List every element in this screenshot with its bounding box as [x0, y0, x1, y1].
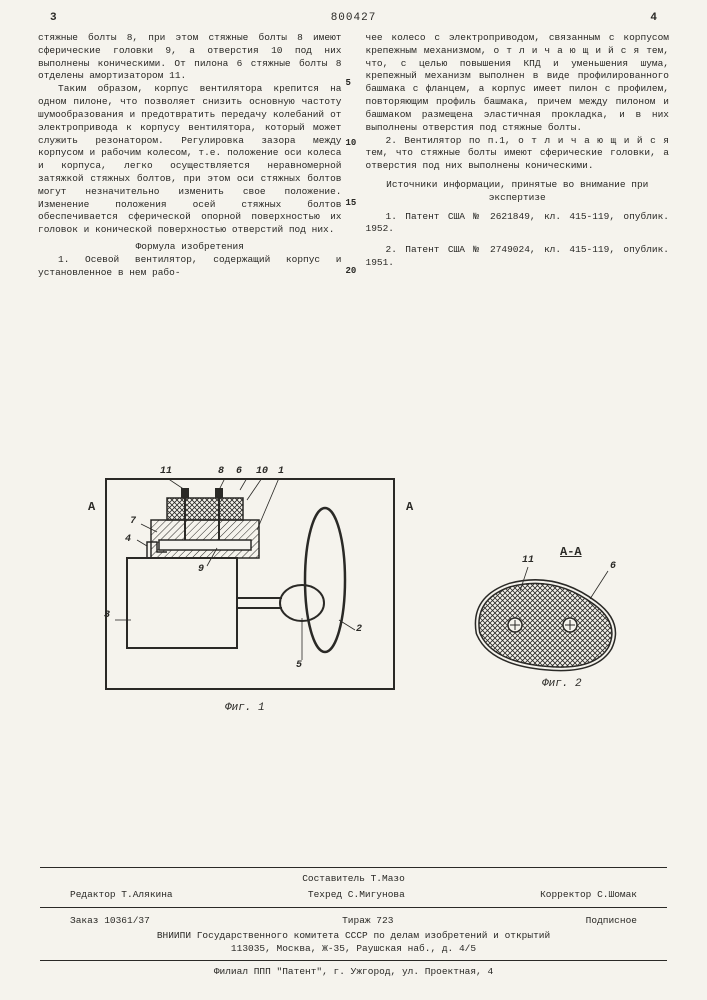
callout-fig2-11: 11 — [522, 555, 534, 566]
callout-6: 6 — [236, 466, 242, 477]
footer-block: Составитель Т.Мазо Редактор Т.Алякина Те… — [40, 863, 667, 978]
figure-1-svg — [107, 480, 397, 692]
col1-para1: стяжные болты 8, при этом стяжные болты … — [38, 32, 342, 83]
column-left: стяжные болты 8, при этом стяжные болты … — [38, 32, 342, 279]
callout-10: 10 — [256, 466, 268, 477]
formula-title: Формула изобретения — [38, 241, 342, 254]
footer-subscribe: Подписное — [586, 914, 637, 927]
callout-7: 7 — [130, 516, 136, 527]
footer-order: Заказ 10361/37 — [70, 914, 150, 927]
reference-2: 2. Патент США № 2749024, кл. 415-119, оп… — [366, 244, 670, 270]
callout-9: 9 — [198, 564, 204, 575]
figure-1-label: Фиг. 1 — [225, 702, 265, 714]
footer-compiler: Составитель Т.Мазо — [40, 872, 667, 885]
footer-order-row: Заказ 10361/37 Тираж 723 Подписное — [40, 912, 667, 929]
callout-2: 2 — [356, 624, 362, 635]
figure-1-frame — [105, 478, 395, 690]
footer-filial: Филиал ППП "Патент", г. Ужгород, ул. Про… — [40, 965, 667, 978]
col2-para2: 2. Вентилятор по п.1, о т л и ч а ю щ и … — [366, 135, 670, 173]
column-right: чее колесо с электроприводом, связанным … — [366, 32, 670, 279]
figures-container: A A — [50, 460, 657, 755]
section-label-a-left: A — [88, 500, 95, 514]
footer-editor: Редактор Т.Алякина — [70, 888, 173, 901]
footer-address: 113035, Москва, Ж-35, Раушская наб., д. … — [40, 942, 667, 955]
callout-4: 4 — [125, 534, 131, 545]
section-label-a-right: A — [406, 500, 413, 514]
section-title: A-A — [560, 545, 630, 559]
col2-para1: чее колесо с электроприводом, связанным … — [366, 32, 670, 135]
callout-5: 5 — [296, 660, 302, 671]
footer-rule-3 — [40, 960, 667, 961]
page-right: 4 — [650, 12, 657, 24]
callout-11: 11 — [160, 466, 172, 477]
col1-para2: Таким образом, корпус вентилятора крепит… — [38, 83, 342, 237]
footer-rule-2 — [40, 907, 667, 908]
footer-rule-1 — [40, 867, 667, 868]
document-number: 800427 — [331, 12, 377, 24]
footer-corrector: Корректор С.Шомак — [540, 888, 637, 901]
figure-2-label: Фиг. 2 — [542, 678, 582, 690]
figure-2: A-A 11 6 — [460, 545, 630, 687]
reference-1: 1. Патент США № 2621849, кл. 415-119, оп… — [366, 211, 670, 237]
callout-1: 1 — [278, 466, 284, 477]
footer-editors-row: Редактор Т.Алякина Техред С.Мигунова Кор… — [40, 886, 667, 903]
callout-8: 8 — [218, 466, 224, 477]
text-body: стяжные болты 8, при этом стяжные болты … — [38, 32, 669, 279]
figure-2-svg — [460, 563, 630, 683]
page-left: 3 — [50, 12, 57, 24]
footer-techred: Техред С.Мигунова — [308, 888, 405, 901]
footer-org: ВНИИПИ Государственного комитета СССР по… — [40, 929, 667, 942]
footer-tirazh: Тираж 723 — [342, 914, 393, 927]
references-title: Источники информации, принятые во вниман… — [366, 179, 670, 205]
callout-fig2-6: 6 — [610, 561, 616, 572]
col1-para3: 1. Осевой вентилятор, содержащий корпус … — [38, 254, 342, 280]
callout-3: 3 — [104, 610, 110, 621]
